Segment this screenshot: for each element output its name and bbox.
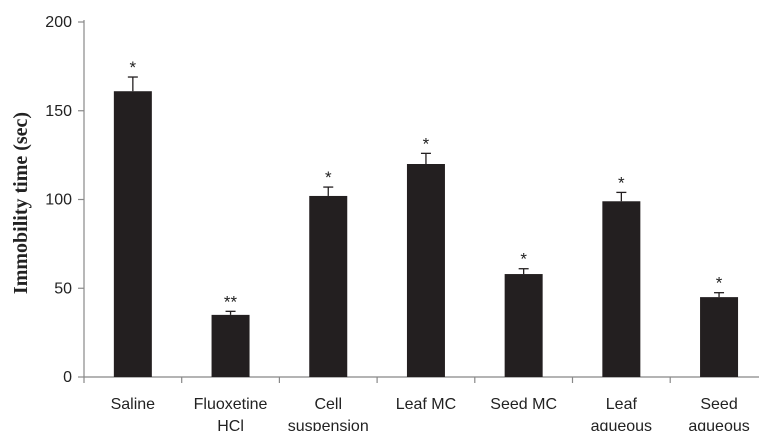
x-category-label: Seed MC: [490, 396, 557, 413]
x-category-label: suspension: [288, 418, 369, 431]
x-category-label: aqueous: [688, 418, 749, 431]
bar: [504, 274, 543, 377]
significance-label: *: [716, 274, 723, 293]
labels: 050100150200*Saline**FluoxetineHCl*Cells…: [45, 14, 749, 435]
significance-label: *: [618, 173, 625, 192]
y-tick-label: 0: [63, 369, 72, 386]
y-axis-title: Immobility time (sec): [10, 112, 32, 294]
axes: [78, 20, 759, 383]
significance-label: **: [224, 292, 238, 311]
bar: [406, 164, 445, 377]
x-category-label: Leaf: [606, 396, 638, 413]
y-tick-label: 50: [54, 280, 72, 297]
x-category-label: Seed: [700, 396, 737, 413]
significance-label: *: [130, 58, 137, 77]
x-category-label: Saline: [111, 396, 156, 413]
significance-label: *: [520, 250, 527, 269]
y-tick-label: 200: [45, 14, 72, 31]
bar: [211, 314, 250, 377]
bar: [309, 195, 348, 377]
x-category-label: Cell: [314, 396, 342, 413]
bars: [113, 76, 739, 377]
x-category-label: aqueous: [591, 418, 652, 431]
x-category-label: Leaf MC: [396, 396, 456, 413]
x-category-label: Fluoxetine: [194, 396, 268, 413]
significance-label: *: [423, 134, 430, 153]
significance-label: *: [325, 168, 332, 187]
y-tick-label: 100: [45, 192, 72, 209]
bar: [113, 91, 152, 377]
bar: [700, 297, 739, 377]
bar: [602, 201, 641, 377]
y-tick-label: 150: [45, 103, 72, 120]
x-category-label: HCl: [217, 418, 244, 431]
